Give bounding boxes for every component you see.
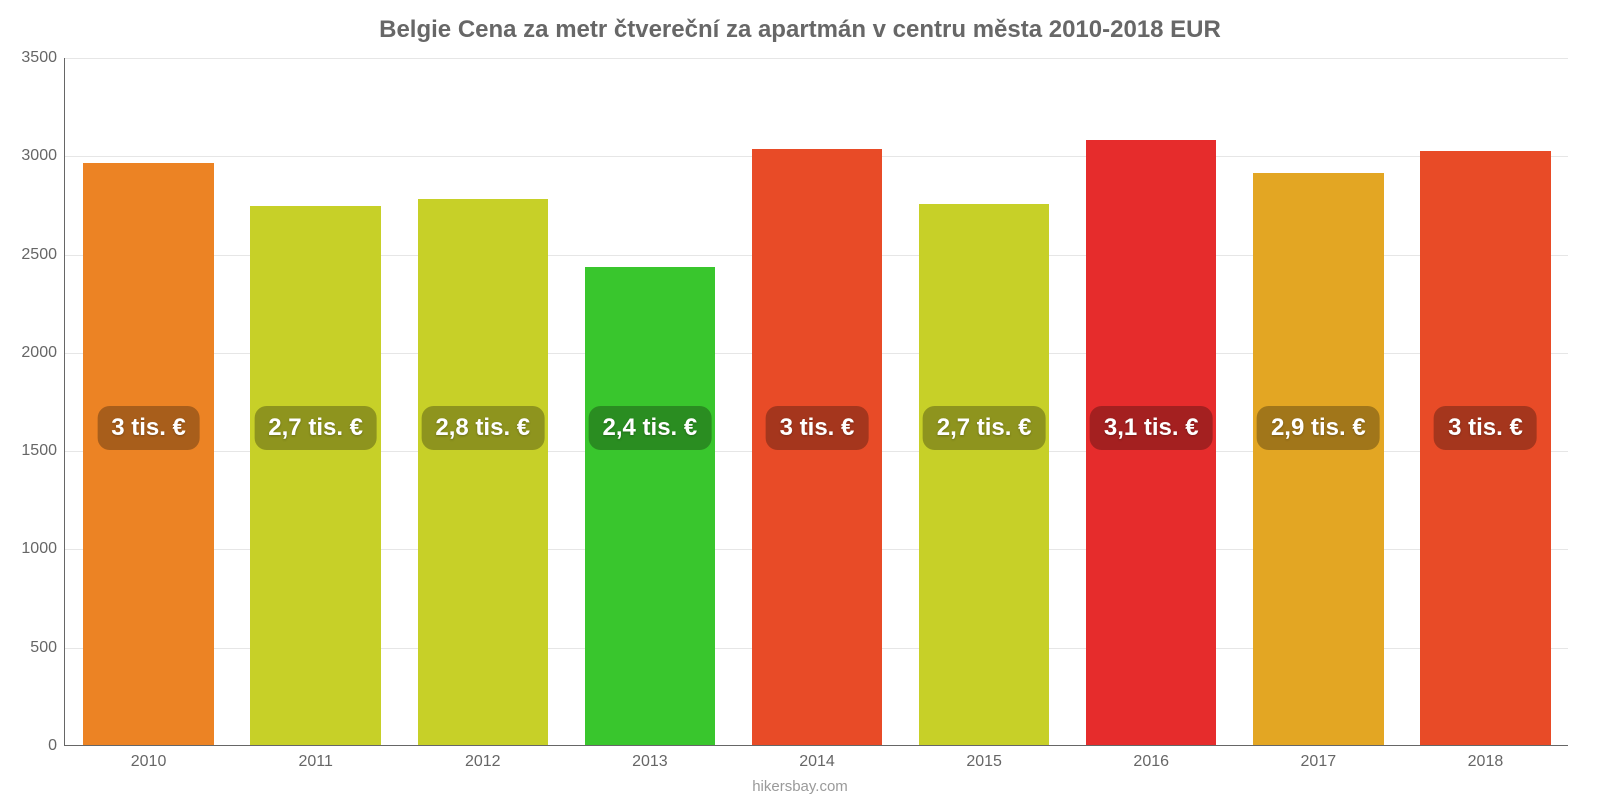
bar-value-badge: 3,1 tis. € bbox=[1090, 406, 1213, 450]
bar-value-badge: 3 tis. € bbox=[1434, 406, 1537, 450]
bar bbox=[919, 204, 1049, 745]
bar bbox=[1253, 173, 1383, 745]
x-tick-label: 2018 bbox=[1468, 745, 1504, 771]
y-tick-label: 1500 bbox=[21, 442, 65, 460]
bars-layer bbox=[65, 58, 1568, 745]
x-tick-label: 2016 bbox=[1133, 745, 1169, 771]
y-tick-label: 3500 bbox=[21, 49, 65, 67]
y-tick-label: 2000 bbox=[21, 344, 65, 362]
bar bbox=[585, 267, 715, 745]
chart-container: Belgie Cena za metr čtvereční za apartmá… bbox=[0, 0, 1600, 800]
bar-value-badge: 2,7 tis. € bbox=[923, 406, 1046, 450]
x-tick-label: 2017 bbox=[1301, 745, 1337, 771]
x-tick-label: 2012 bbox=[465, 745, 501, 771]
bar bbox=[83, 163, 213, 745]
chart-title: Belgie Cena za metr čtvereční za apartmá… bbox=[0, 0, 1600, 44]
y-tick-label: 1000 bbox=[21, 540, 65, 558]
bar-value-badge: 3 tis. € bbox=[97, 406, 200, 450]
bar-value-badge: 2,8 tis. € bbox=[421, 406, 544, 450]
y-tick-label: 3000 bbox=[21, 147, 65, 165]
y-tick-label: 500 bbox=[30, 639, 65, 657]
bar-value-badge: 3 tis. € bbox=[766, 406, 869, 450]
x-tick-label: 2013 bbox=[632, 745, 668, 771]
x-tick-label: 2011 bbox=[298, 745, 332, 771]
bar bbox=[418, 199, 548, 745]
x-tick-label: 2015 bbox=[966, 745, 1002, 771]
y-tick-label: 2500 bbox=[21, 246, 65, 264]
y-tick-label: 0 bbox=[48, 737, 65, 755]
plot-area: 0500100015002000250030003500201020112012… bbox=[64, 58, 1568, 746]
bar bbox=[250, 206, 380, 745]
bar-value-badge: 2,9 tis. € bbox=[1257, 406, 1380, 450]
bar-value-badge: 2,7 tis. € bbox=[254, 406, 377, 450]
attribution-text: hikersbay.com bbox=[752, 778, 848, 795]
x-tick-label: 2010 bbox=[131, 745, 167, 771]
x-tick-label: 2014 bbox=[799, 745, 835, 771]
bar-value-badge: 2,4 tis. € bbox=[589, 406, 712, 450]
